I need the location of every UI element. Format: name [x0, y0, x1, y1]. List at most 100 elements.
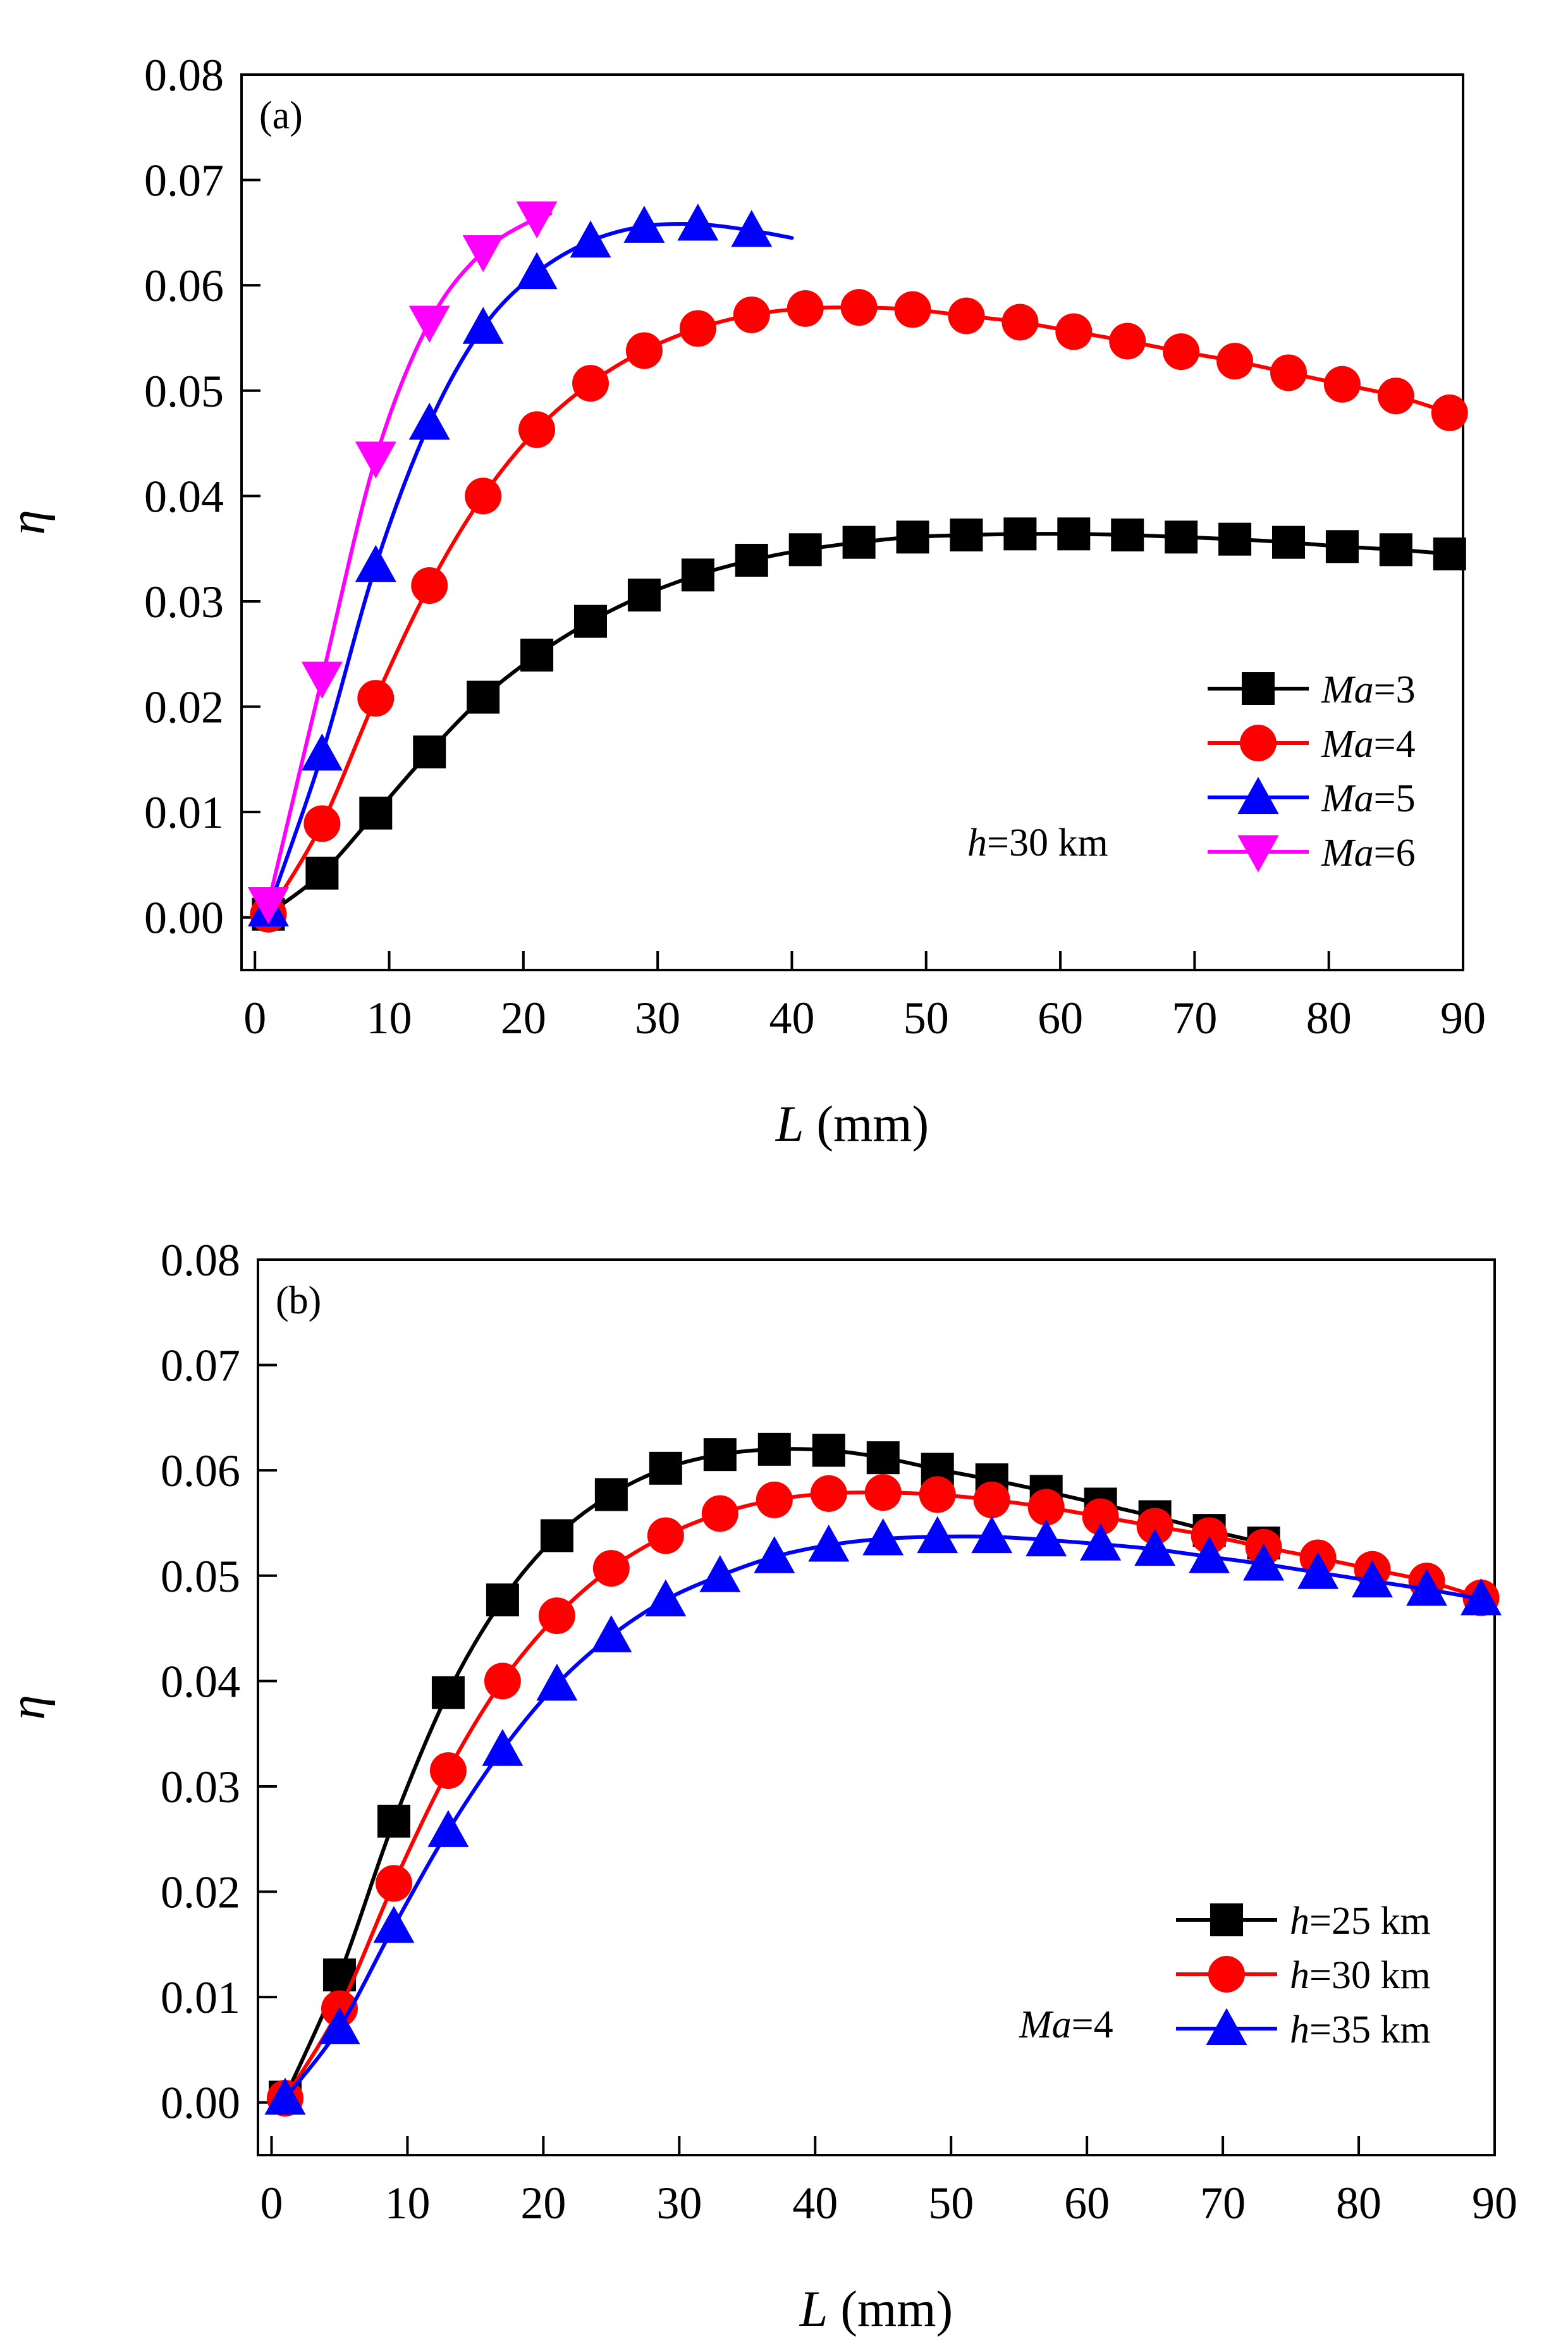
- data-point-marker: [840, 289, 878, 326]
- data-point-marker: [1379, 533, 1412, 567]
- y-tick-label: 0.07: [161, 1341, 240, 1391]
- x-tick-label: 40: [792, 2178, 838, 2228]
- legend-value: =25 km: [1309, 1900, 1431, 1943]
- data-point-marker: [1111, 518, 1144, 551]
- x-axis-unit: (mm): [828, 2282, 953, 2337]
- data-point-marker: [301, 661, 343, 699]
- data-point-marker: [264, 2077, 306, 2115]
- data-point-marker: [896, 520, 929, 554]
- y-tick-label: 0.05: [161, 1551, 240, 1602]
- data-point-marker: [735, 543, 768, 577]
- x-tick-label: 0: [260, 2178, 283, 2228]
- data-point-marker: [1136, 1508, 1173, 1545]
- data-point-marker: [627, 578, 661, 611]
- y-tick-label: 0.06: [161, 1446, 240, 1496]
- y-axis-title: η: [0, 510, 56, 535]
- data-point-marker: [894, 291, 931, 328]
- series-ma-3: [252, 517, 1466, 931]
- data-point-marker: [1189, 1536, 1230, 1573]
- data-point-marker: [1352, 1560, 1393, 1598]
- legend-marker: [1240, 725, 1277, 761]
- legend-value: =4: [1374, 723, 1416, 766]
- data-point-marker: [1243, 1543, 1285, 1581]
- data-point-marker: [408, 305, 450, 343]
- data-point-marker: [572, 365, 609, 402]
- legend-entry: h=30 km: [1176, 1954, 1431, 1997]
- data-point-marker: [591, 1615, 632, 1652]
- data-point-marker: [701, 1495, 738, 1532]
- y-tick-label: 0.01: [161, 1972, 240, 2023]
- data-point-marker: [465, 477, 502, 515]
- y-axis-title: η: [0, 1695, 56, 1720]
- data-point-marker: [413, 735, 446, 769]
- data-point-marker: [1165, 520, 1198, 554]
- legend-entry: h=25 km: [1176, 1900, 1431, 1943]
- data-point-marker: [1001, 304, 1039, 341]
- data-point-marker: [808, 1524, 850, 1562]
- data-point-marker: [319, 2006, 360, 2044]
- legend-label: Ma=6: [1321, 832, 1416, 875]
- legend-value: =3: [1374, 668, 1416, 711]
- data-point-marker: [570, 220, 611, 258]
- plot-frame: [240, 73, 1464, 971]
- y-tick-label: 0.03: [161, 1762, 240, 1812]
- data-point-marker: [1431, 394, 1468, 431]
- data-point-marker: [1218, 522, 1252, 556]
- data-point-marker: [681, 558, 714, 592]
- x-tick-label: 10: [384, 2178, 430, 2228]
- data-point-marker: [645, 1579, 687, 1617]
- data-point-marker: [247, 887, 289, 925]
- data-point-marker: [484, 1662, 521, 1700]
- data-point-marker: [1134, 1528, 1176, 1566]
- legend-label: h=30 km: [1290, 1954, 1431, 1997]
- data-point-marker: [431, 1676, 465, 1709]
- data-point-marker: [1055, 313, 1093, 350]
- series-h-35-km: [264, 1516, 1502, 2115]
- x-tick-label: 90: [1440, 993, 1486, 1043]
- data-point-marker: [699, 1555, 741, 1592]
- data-point-marker: [864, 1474, 902, 1511]
- annotation-value: =4: [1072, 2003, 1113, 2046]
- data-point-marker: [787, 290, 824, 327]
- data-point-marker: [1323, 366, 1361, 403]
- data-point-marker: [842, 525, 876, 559]
- condition-annotation: Ma=4: [1019, 2003, 1113, 2046]
- data-point-marker: [411, 567, 448, 604]
- data-point-marker: [540, 1519, 573, 1552]
- legend-entry: Ma=5: [1208, 777, 1416, 820]
- legend-entry: h=35 km: [1176, 2008, 1431, 2051]
- series-ma-5: [247, 204, 794, 927]
- series-ma-4: [250, 289, 1468, 933]
- x-tick-label: 30: [635, 993, 680, 1043]
- data-point-marker: [594, 1478, 628, 1511]
- data-point-marker: [359, 796, 393, 830]
- y-tick-label: 0.06: [144, 261, 224, 311]
- y-tick-label: 0.01: [144, 787, 224, 838]
- data-point-marker: [754, 1536, 795, 1573]
- y-tick-label: 0.00: [161, 2078, 240, 2129]
- legend-variable: Ma: [1321, 777, 1374, 820]
- x-axis-variable: L: [799, 2282, 828, 2337]
- data-point-marker: [429, 1752, 467, 1789]
- data-point-marker: [623, 206, 665, 243]
- legend-marker: [1210, 1903, 1243, 1936]
- legend-variable: h: [1290, 2008, 1309, 2051]
- data-point-marker: [1057, 517, 1091, 551]
- x-tick-label: 70: [1200, 2178, 1246, 2228]
- legend-marker: [1208, 1956, 1245, 1993]
- annotation-variable: Ma: [1019, 2003, 1072, 2046]
- legend: Ma=3Ma=4Ma=5Ma=6: [1208, 668, 1416, 875]
- condition-annotation: h=30 km: [967, 821, 1108, 864]
- data-point-marker: [677, 204, 719, 241]
- x-axis-variable: L: [775, 1097, 804, 1152]
- legend-label: Ma=3: [1321, 668, 1416, 711]
- legend-value: =35 km: [1309, 2008, 1431, 2051]
- x-axis-title: L (mm): [775, 1097, 929, 1152]
- legend-label: Ma=4: [1321, 723, 1416, 766]
- data-point-marker: [462, 235, 504, 273]
- x-tick-label: 0: [243, 993, 266, 1043]
- data-point-marker: [486, 1583, 519, 1617]
- panel-label: (b): [276, 1279, 321, 1322]
- x-axis-title: L (mm): [799, 2282, 953, 2337]
